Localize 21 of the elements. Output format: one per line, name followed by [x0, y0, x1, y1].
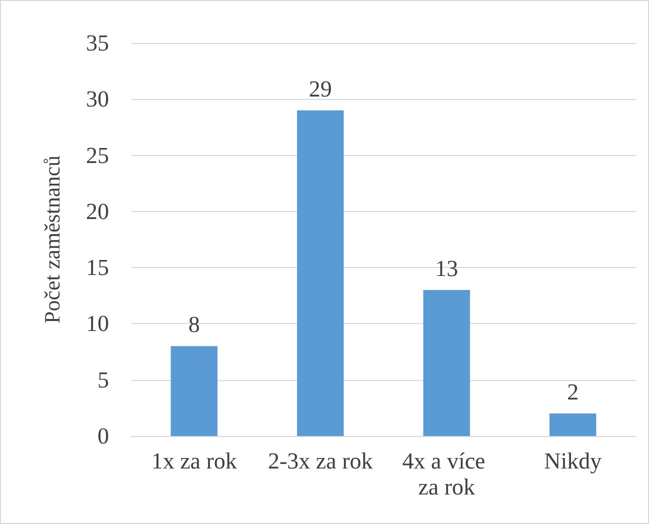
bar	[297, 110, 344, 436]
y-tick-label: 10	[86, 311, 109, 336]
bar	[423, 290, 470, 436]
y-tick-label: 5	[98, 367, 109, 392]
y-tick-label: 15	[86, 255, 109, 280]
y-tick-label: 35	[86, 30, 109, 56]
y-tick-label: 25	[86, 142, 109, 168]
bar	[170, 346, 218, 436]
x-tick-label: Nikdy	[544, 448, 602, 474]
data-label: 13	[435, 256, 458, 282]
x-tick-label: 4x a více za rok	[402, 448, 492, 500]
y-tick-label: 0	[98, 424, 109, 448]
y-tick-label: 30	[86, 86, 109, 112]
data-label: 8	[188, 312, 200, 338]
y-tick-label: 20	[86, 198, 109, 224]
data-label: 29	[308, 76, 332, 102]
data-label: 2	[567, 380, 579, 405]
y-axis-title: Počet zaměstnanců	[40, 156, 64, 324]
x-tick-label: 2-3x za rok	[268, 448, 374, 474]
bar	[550, 414, 596, 436]
x-tick-label: 1x za rok	[151, 448, 238, 474]
